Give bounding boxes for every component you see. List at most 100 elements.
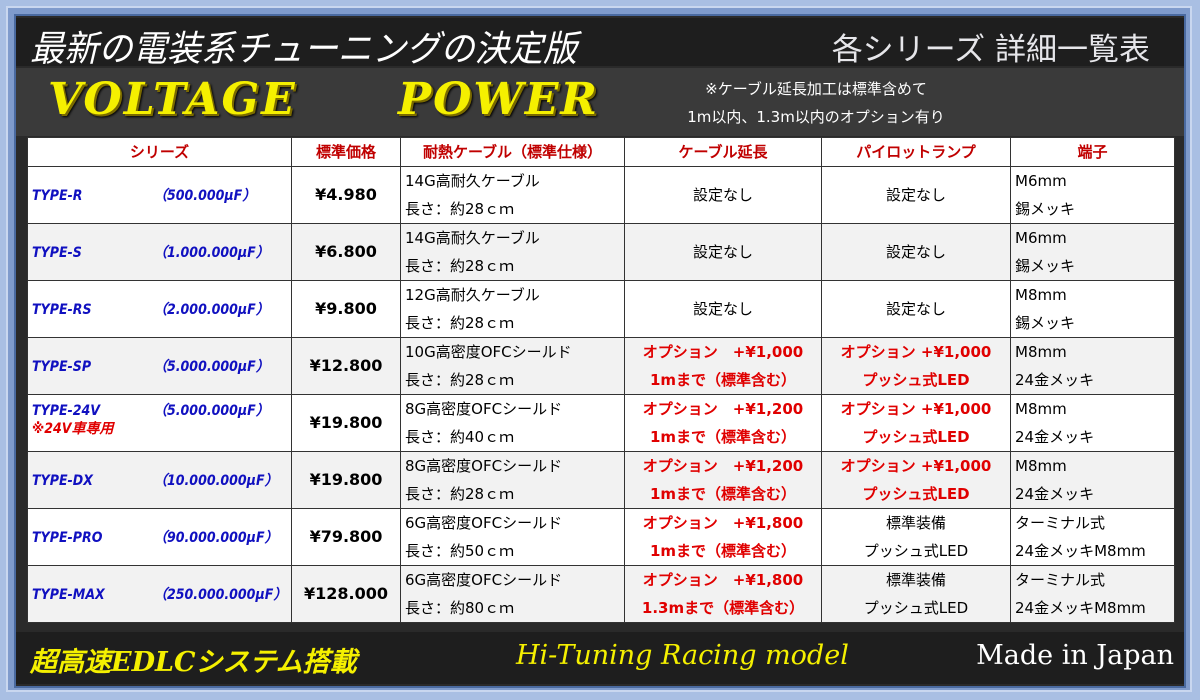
note-line-2: 1m以内、1.3m以内のオプション有り — [687, 108, 945, 126]
terminal-line: M8mm — [1015, 286, 1067, 304]
lamp-cell: オプション +¥1,000 プッシュ式LED — [821, 451, 1011, 509]
terminal-line: ターミナル式 — [1015, 514, 1106, 532]
cable-line: 10G高密度OFCシールド — [405, 343, 572, 361]
terminal-line: M8mm — [1015, 343, 1067, 361]
cable-line: 長さ：約50ｃｍ — [405, 542, 515, 560]
cable-cell: 6G高密度OFCシールド 長さ：約50ｃｍ — [400, 508, 625, 566]
terminal-cell: M8mm 24金メッキ — [1010, 337, 1175, 395]
ext-cell: 設定なし — [624, 280, 822, 338]
brand-band: VOLTAGE POWER ※ケーブル延長加工は標準含めて 1m以内、1.3m以… — [16, 68, 1184, 136]
cable-line: 長さ：約28ｃｍ — [405, 371, 515, 389]
terminal-cell: M8mm 24金メッキ — [1010, 451, 1175, 509]
terminal-cell: M8mm 24金メッキ — [1010, 394, 1175, 452]
footer-edlc: 超高速EDLCシステム搭載 — [30, 647, 357, 678]
lamp-line: プッシュ式LED — [863, 542, 969, 560]
cable-cell: 14G高耐久ケーブル 長さ：約28ｃｍ — [400, 166, 625, 224]
ext-cell: 設定なし — [624, 166, 822, 224]
ext-line: 設定なし — [692, 243, 753, 261]
terminal-line: 24金メッキ — [1015, 428, 1095, 446]
series-cell: TYPE-PRO （90.000.000μF） — [27, 508, 292, 566]
terminal-line: 24金メッキM8mm — [1015, 542, 1146, 560]
ext-line: 1mまで（標準含む） — [649, 371, 797, 389]
table-row: TYPE-24V （5.000.000μF） ※24V車専用 ¥19.800 8G高密度… — [27, 394, 1175, 452]
terminal-line: 錫メッキ — [1015, 314, 1076, 332]
terminal-line: 24金メッキ — [1015, 371, 1095, 389]
lamp-line: 標準装備 — [885, 514, 946, 532]
table-row: TYPE-DX （10.000.000μF） ¥19.800 8G高密度OFCシールド… — [27, 451, 1175, 509]
ext-line: 1mまで（標準含む） — [649, 428, 797, 446]
series-capacity: （90.000.000μF） — [153, 530, 279, 546]
ext-cell: オプション +¥1,800 1.3mまで（標準含む） — [624, 565, 822, 623]
ext-line: 1mまで（標準含む） — [649, 542, 797, 560]
series-capacity: （1.000.000μF） — [153, 245, 270, 261]
cable-cell: 12G高耐久ケーブル 長さ：約28ｃｍ — [400, 280, 625, 338]
price-cell: ¥19.800 — [291, 394, 401, 452]
price-cell: ¥79.800 — [291, 508, 401, 566]
spec-sheet: 最新の電装系チューニングの決定版 各シリーズ 詳細一覧表 VOLTAGE POW… — [16, 16, 1184, 686]
cable-line: 長さ：約28ｃｍ — [405, 257, 515, 275]
cable-line: 長さ：約80ｃｍ — [405, 599, 515, 617]
ext-line: オプション +¥1,800 — [642, 571, 804, 589]
ext-line: オプション +¥1,200 — [642, 457, 804, 475]
terminal-line: M8mm — [1015, 400, 1067, 418]
terminal-line: 錫メッキ — [1015, 257, 1076, 275]
ext-line: 設定なし — [692, 186, 753, 204]
series-name: TYPE-24V — [32, 403, 101, 419]
terminal-cell: M6mm 錫メッキ — [1010, 223, 1175, 281]
ext-line: オプション +¥1,200 — [642, 400, 804, 418]
footer-band: 超高速EDLCシステム搭載 Hi-Tuning Racing model Mad… — [16, 632, 1184, 684]
lamp-cell: 標準装備プッシュ式LED — [821, 508, 1011, 566]
price-cell: ¥4.980 — [291, 166, 401, 224]
series-cell: TYPE-MAX （250.000.000μF） — [27, 565, 292, 623]
lamp-line: オプション +¥1,000 — [840, 343, 992, 361]
series-capacity: （5.000.000μF） — [153, 359, 270, 375]
cable-line: 長さ：約28ｃｍ — [405, 485, 515, 503]
lamp-line: プッシュ式LED — [862, 485, 970, 503]
ext-line: オプション +¥1,800 — [642, 514, 804, 532]
series-cell: TYPE-RS （2.000.000μF） — [27, 280, 292, 338]
terminal-line: 錫メッキ — [1015, 200, 1076, 218]
table-row: TYPE-PRO （90.000.000μF） ¥79.800 6G高密度OFCシール… — [27, 508, 1175, 566]
table-row: TYPE-R （500.000μF） ¥4.980 14G高耐久ケーブル 長さ：約28ｃ… — [27, 166, 1175, 224]
main-title: 最新の電装系チューニングの決定版 — [30, 29, 578, 70]
lamp-line: オプション +¥1,000 — [840, 400, 992, 418]
lamp-cell: 設定なし — [821, 280, 1011, 338]
price-cell: ¥19.800 — [291, 451, 401, 509]
terminal-line: ターミナル式 — [1015, 571, 1106, 589]
cable-line: 6G高密度OFCシールド — [405, 571, 563, 589]
cable-line: 14G高耐久ケーブル — [405, 172, 540, 190]
lamp-cell: 設定なし — [821, 166, 1011, 224]
cable-line: 長さ：約28ｃｍ — [405, 200, 515, 218]
series-cell: TYPE-SP （5.000.000μF） — [27, 337, 292, 395]
lamp-cell: オプション +¥1,000 プッシュ式LED — [821, 394, 1011, 452]
series-name: TYPE-R — [32, 188, 83, 204]
ext-cell: 設定なし — [624, 223, 822, 281]
series-note: ※24V車専用 — [32, 421, 114, 437]
table-row: TYPE-S （1.000.000μF） ¥6.800 14G高耐久ケーブル 長さ：約2… — [27, 223, 1175, 281]
cable-cell: 8G高密度OFCシールド 長さ：約28ｃｍ — [400, 451, 625, 509]
series-name: TYPE-SP — [32, 359, 92, 375]
ext-line: 1.3mまで（標準含む） — [641, 599, 805, 617]
column-header-extension: ケーブル延長 — [624, 137, 822, 167]
cable-line: 長さ：約28ｃｍ — [405, 314, 515, 332]
note-line-1: ※ケーブル延長加工は標準含めて — [705, 80, 927, 98]
cable-line: 6G高密度OFCシールド — [405, 514, 563, 532]
ext-line: オプション +¥1,000 — [642, 343, 804, 361]
logo-power: POWER — [398, 74, 599, 125]
terminal-cell: ターミナル式 24金メッキM8mm — [1010, 565, 1175, 623]
cable-line: 8G高密度OFCシールド — [405, 457, 563, 475]
column-header-series: シリーズ — [27, 137, 292, 167]
lamp-cell: 標準装備 プッシュ式LED — [821, 565, 1011, 623]
lamp-cell: オプション +¥1,000 プッシュ式LED — [821, 337, 1011, 395]
lamp-line: 設定なし — [885, 300, 946, 318]
series-name: TYPE-MAX — [32, 587, 105, 603]
cable-cell: 6G高密度OFCシールド 長さ：約80ｃｍ — [400, 565, 625, 623]
footer-made-in-japan: Made in Japan — [976, 640, 1174, 671]
ext-line: 設定なし — [692, 300, 753, 318]
column-header-price: 標準価格 — [291, 137, 401, 167]
lamp-line: 設定なし — [885, 243, 946, 261]
terminal-cell: M6mm 錫メッキ — [1010, 166, 1175, 224]
table-row: TYPE-RS （2.000.000μF） ¥9.800 12G高耐久ケーブル 長さ：約… — [27, 280, 1175, 338]
terminal-line: M8mm — [1015, 457, 1067, 475]
terminal-line: 24金メッキ — [1015, 485, 1095, 503]
